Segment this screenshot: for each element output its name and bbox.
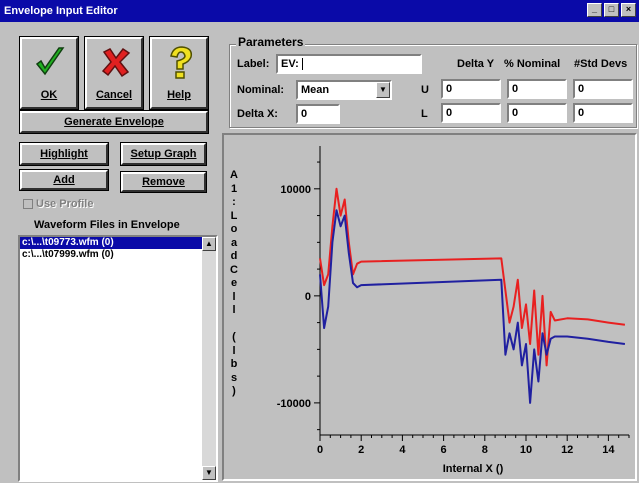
y-axis-label-char: : (232, 196, 236, 208)
y-axis-label-char: L (230, 209, 238, 222)
setup-graph-button[interactable]: Setup Graph (120, 142, 207, 166)
nominal-value: Mean (301, 84, 330, 96)
ok-button[interactable]: OK (19, 36, 79, 110)
close-window-button[interactable]: × (621, 3, 636, 17)
scroll-up-icon[interactable]: ▲ (202, 237, 216, 251)
y-axis-label-char: o (230, 223, 238, 235)
deltax-field[interactable]: 0 (296, 104, 340, 124)
use-profile-checkbox[interactable]: Use Profile (23, 198, 93, 210)
remove-button[interactable]: Remove (120, 171, 207, 193)
parameters-group (229, 44, 637, 128)
nominal-caption: Nominal: (237, 84, 285, 96)
y-axis-label-char: 1 (230, 182, 238, 195)
nominal-select[interactable]: Mean ▼ (296, 80, 392, 100)
waveform-list-scrollbar[interactable]: ▲ ▼ (202, 237, 216, 480)
x-tick-label: 8 (482, 444, 488, 456)
label-prefix: EV: (281, 58, 299, 70)
cancel-button[interactable]: Cancel (84, 36, 144, 110)
y-axis-label-char: l (232, 290, 236, 303)
waveform-list-item[interactable]: c:\...\t09773.wfm (0) (20, 237, 216, 249)
label-caption: Label: (237, 58, 270, 70)
remove-label: Remove (142, 176, 185, 188)
highlight-button[interactable]: Highlight (19, 142, 109, 166)
waveform-listbox[interactable]: c:\...\t09773.wfm (0) c:\...\t07999.wfm (… (18, 235, 218, 482)
y-axis-label-char: l (232, 344, 236, 357)
u-delta-y-field[interactable]: 0 (441, 79, 501, 99)
y-axis-label-char: l (232, 304, 236, 316)
u-std-devs-field[interactable]: 0 (573, 79, 633, 99)
cancel-label: Cancel (95, 89, 133, 101)
row-label-l: L (421, 108, 428, 120)
checkmark-icon (35, 47, 65, 76)
x-tick-label: 0 (317, 444, 323, 456)
x-tick-label: 4 (399, 444, 406, 456)
chart-canvas: 10000 0 -10000 0 2 4 6 8 10 12 14 Internal X () (277, 146, 630, 475)
scroll-down-icon[interactable]: ▼ (202, 466, 216, 480)
help-button[interactable]: Help (149, 36, 209, 110)
y-tick-label: 10000 (280, 184, 311, 196)
y-tick-label: -10000 (277, 398, 311, 410)
waveform-list-title: Waveform Files in Envelope (34, 219, 180, 231)
label-field[interactable]: EV: (276, 54, 422, 74)
deltax-caption: Delta X: (237, 108, 278, 120)
y-axis-label-char: a (230, 236, 238, 249)
add-button[interactable]: Add (19, 169, 109, 191)
highlight-label: Highlight (40, 148, 88, 160)
y-axis-label-char: A (230, 169, 238, 181)
red-x-icon (101, 47, 131, 78)
y-axis-label-char: ) (232, 385, 236, 397)
generate-envelope-label: Generate Envelope (64, 116, 164, 128)
upper-envelope-line (319, 187, 626, 367)
chevron-down-icon[interactable]: ▼ (376, 82, 390, 98)
y-axis-label-char: d (230, 250, 238, 262)
maximize-button[interactable]: □ (604, 3, 619, 17)
delta-y-header: Delta Y (457, 58, 495, 70)
label-value (301, 58, 306, 70)
std-devs-header: #Std Devs (574, 58, 628, 70)
generate-envelope-button[interactable]: Generate Envelope (19, 110, 209, 134)
x-tick-label: 2 (358, 444, 364, 456)
x-tick-label: 10 (520, 444, 532, 456)
waveform-list-item[interactable]: c:\...\t07999.wfm (0) (22, 249, 114, 260)
setup-graph-label: Setup Graph (130, 148, 197, 160)
row-label-u: U (421, 84, 429, 96)
x-tick-label: 6 (441, 444, 447, 456)
y-tick-label: 0 (305, 291, 311, 303)
parameters-title: Parameters (236, 35, 306, 49)
u-pct-nominal-field[interactable]: 0 (507, 79, 567, 99)
y-axis-label-char: s (230, 371, 238, 384)
pct-nominal-header: % Nominal (504, 58, 561, 70)
minimize-button[interactable]: _ (587, 3, 602, 17)
y-axis-label-char: e (230, 277, 238, 289)
y-axis-label-char: C (230, 263, 238, 276)
x-tick-label: 14 (602, 444, 615, 456)
window-title: Envelope Input Editor (4, 5, 118, 17)
add-label: Add (53, 174, 75, 186)
checkbox-box (23, 199, 33, 209)
l-std-devs-field[interactable]: 0 (573, 103, 633, 123)
help-label: Help (167, 89, 191, 101)
ok-label: OK (40, 89, 58, 101)
title-bar: Envelope Input Editor _ □ × (0, 0, 639, 22)
x-tick-label: 12 (561, 444, 573, 456)
l-pct-nominal-field[interactable]: 0 (507, 103, 567, 123)
x-axis-label: Internal X () (443, 463, 504, 475)
use-profile-label: Use Profile (36, 198, 94, 210)
l-delta-y-field[interactable]: 0 (441, 103, 501, 123)
lower-envelope-line (319, 209, 626, 404)
y-axis-label-char: ( (232, 331, 236, 343)
y-axis-label-char: b (230, 358, 238, 370)
question-mark-icon (170, 46, 193, 79)
